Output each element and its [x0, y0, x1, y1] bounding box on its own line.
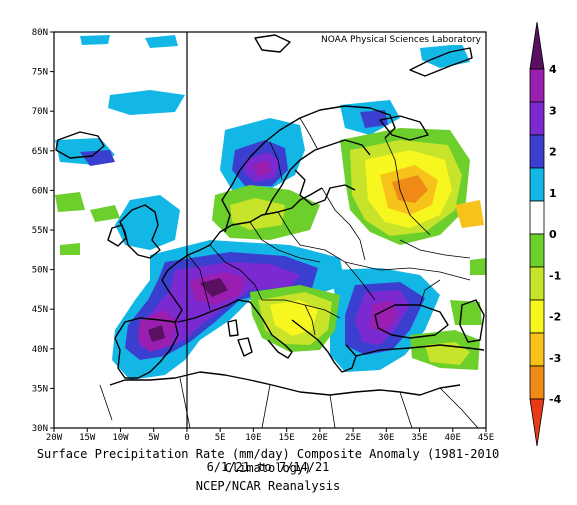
anomaly-patch [230, 198, 285, 230]
colorbar-segment [529, 332, 545, 367]
anomaly-patch [392, 175, 428, 203]
anomaly-patch [60, 243, 80, 255]
anomaly-patch [115, 195, 180, 250]
caption-dates: 6/1/21 to 7/14/21 [206, 460, 330, 474]
anomaly-patch [145, 35, 178, 48]
lon-tick-label: 10W [112, 433, 129, 443]
colorbar-tick-label: 2 [549, 146, 557, 159]
lon-tick-label: 35E [411, 433, 427, 443]
colorbar-segment [529, 398, 545, 447]
colorbar-segment [529, 365, 545, 400]
colorbar-tick-label: 0 [549, 228, 557, 241]
anomaly-patch [270, 300, 318, 336]
anomaly-patch [90, 205, 120, 222]
colorbar-tick-label: -1 [549, 269, 561, 282]
lon-tick-label: 5E [215, 433, 226, 443]
colorbar-segment [529, 167, 545, 202]
lon-tick-label: 30E [378, 433, 394, 443]
colorbar-tick-label: 1 [549, 187, 557, 200]
lon-tick-label: 15W [79, 433, 96, 443]
caption-source: NCEP/NCAR Reanalysis [195, 479, 341, 493]
colorbar-tick-label: -3 [549, 352, 561, 365]
lon-tick-label: 5W [148, 433, 159, 443]
colorbar-tick-label: 4 [549, 63, 557, 76]
longitude-axis: 20W 15W 10W 5W 0 5E 10E 15E 20E 25E 30E 35E 40E 45E [46, 428, 494, 443]
lat-tick-label: 70N [32, 107, 48, 117]
caption-title: Surface Precipitation Rate (mm/day) Comp… [36, 447, 500, 475]
lat-tick-label: 55N [32, 226, 48, 236]
anomaly-patch [80, 150, 115, 166]
lon-tick-label: 25E [345, 433, 361, 443]
colorbar-tick-label: -2 [549, 311, 561, 324]
credit-background [300, 33, 485, 45]
lon-tick-label: 45E [478, 433, 494, 443]
anomaly-patch [470, 258, 486, 275]
anomaly-patch [252, 160, 272, 177]
lat-tick-label: 40N [32, 345, 48, 355]
colorbar-segment [529, 101, 545, 136]
colorbar-segment [529, 21, 545, 70]
lon-tick-label: 20E [312, 433, 328, 443]
credit-label: NOAA Physical Sciences Laboratory [321, 35, 482, 45]
anomaly-patch [450, 300, 482, 325]
anomaly-patch [425, 342, 470, 365]
lon-tick-label: 15E [278, 433, 294, 443]
lon-tick-label: 10E [245, 433, 261, 443]
lon-tick-label: 0 [184, 433, 189, 443]
anomaly-patch [138, 262, 300, 350]
colorbar-segment [529, 134, 545, 169]
colorbar-segment [529, 233, 545, 268]
lat-tick-label: 35N [32, 384, 48, 394]
anomaly-patch [108, 90, 185, 115]
anomaly-patch [200, 278, 228, 297]
anomaly-fields [55, 35, 486, 380]
country-borders [99, 117, 479, 428]
colorbar-tick-label: -4 [549, 393, 562, 406]
lat-tick-label: 80N [32, 28, 48, 38]
lat-tick-label: 30N [32, 424, 48, 434]
anomaly-patch [55, 192, 85, 212]
colorbar-segment [529, 200, 545, 235]
lat-tick-label: 75N [32, 68, 48, 78]
anomaly-patch [455, 200, 484, 228]
colorbar-segment [529, 266, 545, 301]
lat-tick-label: 60N [32, 186, 48, 196]
colorbar-segment [529, 68, 545, 103]
lon-tick-label: 20W [46, 433, 63, 443]
lat-tick-label: 45N [32, 305, 48, 315]
latitude-axis: 80N 75N 70N 65N 60N 55N 50N 45N 40N 35N 30N [32, 28, 54, 434]
lat-tick-label: 65N [32, 147, 48, 157]
anomaly-patch [360, 110, 388, 128]
colorbar: 4 3 2 1 0 -1 -2 -3 -4 [529, 21, 562, 447]
colorbar-tick-label: 3 [549, 104, 557, 117]
lon-tick-label: 40E [445, 433, 461, 443]
lat-tick-label: 50N [32, 266, 48, 276]
colorbar-segment [529, 299, 545, 334]
anomaly-patch [148, 325, 165, 342]
anomaly-patch [80, 35, 110, 45]
